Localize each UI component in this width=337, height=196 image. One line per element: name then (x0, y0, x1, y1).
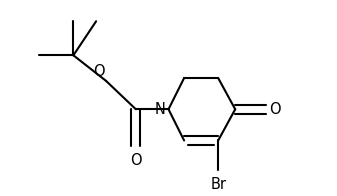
Text: Br: Br (210, 177, 226, 192)
Text: O: O (130, 153, 142, 168)
Text: N: N (155, 102, 166, 117)
Text: O: O (269, 102, 281, 117)
Text: O: O (93, 64, 104, 79)
